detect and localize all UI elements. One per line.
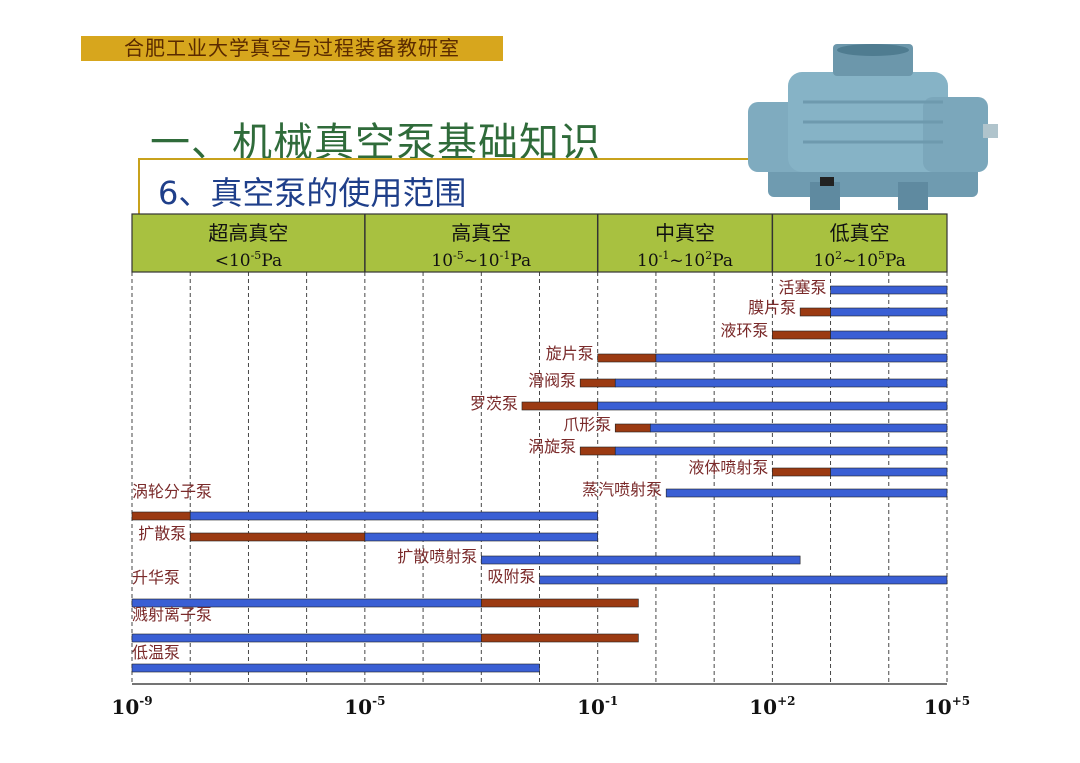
pump-working-bar <box>614 446 948 456</box>
title-divider <box>138 158 750 160</box>
region-range: 10-5~10-1Pa <box>431 249 531 271</box>
x-tick-label: 10-5 <box>344 694 385 719</box>
section-subtitle: 6、真空泵的使用范围 <box>158 174 467 212</box>
pump-working-bar <box>131 663 540 673</box>
pump-limited-bar <box>597 353 657 363</box>
pump-label: 活塞泵 <box>779 278 827 297</box>
pump-limited-bar <box>480 633 639 643</box>
pump-label: 爪形泵 <box>563 415 611 434</box>
pump-label: 液环泵 <box>720 321 768 340</box>
pump-limited-bar <box>521 401 599 411</box>
pump-label: 溅射离子泵 <box>132 605 212 624</box>
pump-label: 旋片泵 <box>546 344 594 363</box>
pump-limited-bar <box>579 446 616 456</box>
pump-working-bar <box>665 488 948 498</box>
pump-working-bar <box>830 467 948 477</box>
pump-label: 升华泵 <box>132 568 180 587</box>
pump-working-bar <box>189 511 599 521</box>
pump-label: 滑阀泵 <box>528 371 576 390</box>
pump-limited-bar <box>189 532 366 542</box>
pump-label: 扩散喷射泵 <box>397 547 477 566</box>
pump-label: 扩散泵 <box>138 524 186 543</box>
region-name: 高真空 <box>451 221 511 245</box>
pump-working-bar <box>364 532 599 542</box>
pump-limited-bar <box>480 598 639 608</box>
subtitle-divider <box>138 158 140 214</box>
pump-working-bar <box>597 401 948 411</box>
pump-limited-bar <box>799 307 831 317</box>
pump-working-bar <box>830 307 948 317</box>
pump-label: 蒸汽喷射泵 <box>582 480 662 499</box>
pump-working-bar <box>830 285 948 295</box>
region-name: 超高真空 <box>208 221 288 245</box>
region-range: <10-5Pa <box>215 249 282 271</box>
region-range: 10-1~102Pa <box>637 249 733 271</box>
region-name: 中真空 <box>655 221 715 245</box>
x-tick-label: 10-1 <box>577 694 618 719</box>
pump-working-bar <box>614 378 948 388</box>
pump-label: 膜片泵 <box>748 298 796 317</box>
pump-limited-bar <box>614 423 651 433</box>
pump-label: 涡旋泵 <box>528 437 576 456</box>
pump-working-bar <box>480 555 801 565</box>
vacuum-pump-image <box>748 44 998 210</box>
pump-label: 涡轮分子泵 <box>132 482 212 501</box>
pump-working-bar <box>131 633 482 643</box>
pump-working-bar <box>539 575 948 585</box>
pump-label: 液体喷射泵 <box>688 458 768 477</box>
pump-limited-bar <box>772 330 831 340</box>
pump-limited-bar <box>131 511 191 521</box>
pump-working-bar <box>830 330 948 340</box>
pump-working-bar <box>649 423 948 433</box>
pump-working-bar <box>131 598 482 608</box>
pump-label: 吸附泵 <box>487 567 535 586</box>
x-tick-label: 10+5 <box>924 694 970 719</box>
pump-working-bar <box>655 353 948 363</box>
pump-limited-bar <box>772 467 831 477</box>
x-tick-label: 10-9 <box>111 694 152 719</box>
institution-banner: 合肥工业大学真空与过程装备教研室 <box>81 36 503 61</box>
pump-limited-bar <box>579 378 616 388</box>
pump-label: 罗茨泵 <box>470 394 518 413</box>
region-name: 低真空 <box>830 221 890 245</box>
pump-label: 低温泵 <box>132 643 180 662</box>
x-tick-label: 10+2 <box>749 694 795 719</box>
region-range: 102~105Pa <box>814 249 906 271</box>
